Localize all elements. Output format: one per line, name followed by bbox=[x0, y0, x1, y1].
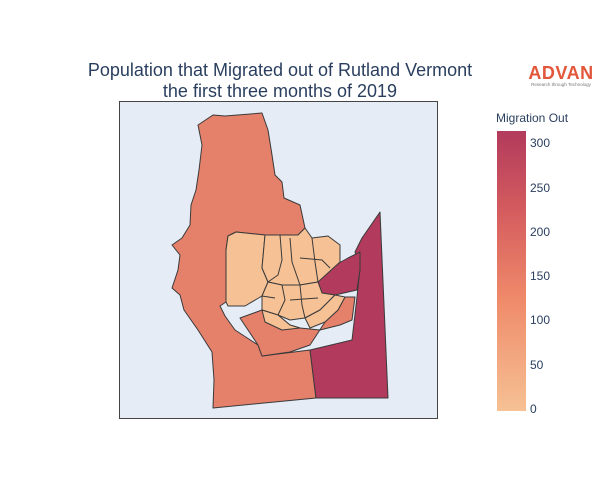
colorbar-tick: 0 bbox=[530, 402, 537, 416]
advan-logo: ADVAN Research through Technology bbox=[528, 64, 594, 88]
colorbar-title: Migration Out bbox=[496, 111, 569, 125]
colorbar-gradient bbox=[497, 131, 526, 411]
chart-title-line-2: the first three months of 2019 bbox=[162, 81, 398, 101]
chart-title: Population that Migrated out of Rutland … bbox=[40, 60, 520, 102]
chart-title-line-1: Population that Migrated out of Rutland … bbox=[87, 60, 473, 80]
colorbar-tick: 200 bbox=[530, 225, 551, 239]
region-city-west bbox=[225, 231, 269, 307]
colorbar-tick: 300 bbox=[530, 136, 551, 150]
district-boundary-lines bbox=[261, 234, 331, 319]
logo-wordmark: ADVAN bbox=[528, 63, 594, 83]
colorbar-tick: 100 bbox=[530, 313, 551, 327]
colorbar-tick: 250 bbox=[530, 181, 551, 195]
logo-tagline: Research through Technology bbox=[531, 82, 591, 87]
region-east bbox=[309, 211, 389, 399]
colorbar-tick: 50 bbox=[530, 358, 544, 372]
region-city-south bbox=[304, 294, 346, 329]
colorbar-tick: 150 bbox=[530, 269, 551, 283]
